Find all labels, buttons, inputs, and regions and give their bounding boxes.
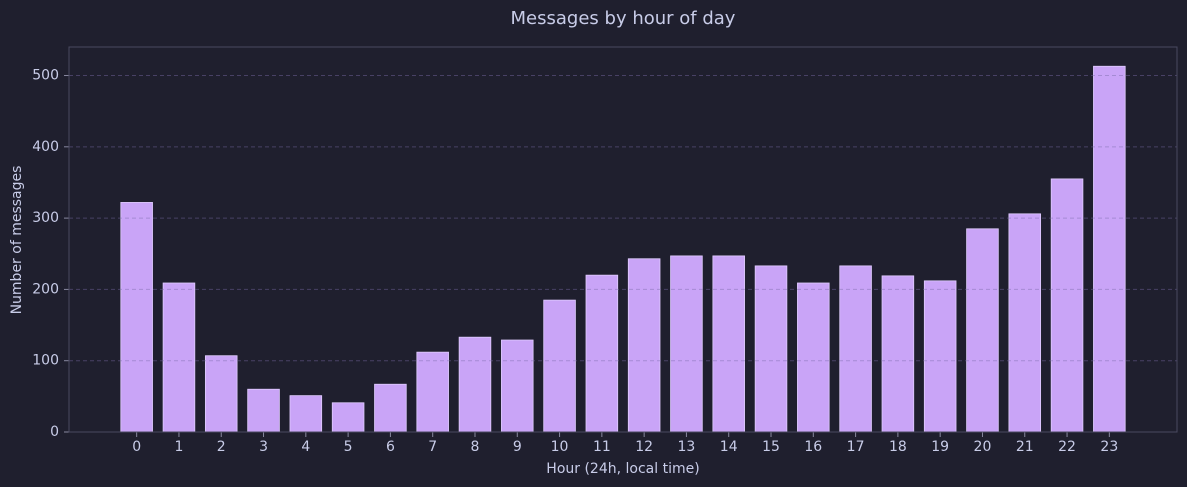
plot-frame	[68, 46, 1178, 433]
x-tick-label: 2	[217, 439, 226, 455]
y-tick-label: 300	[32, 210, 59, 226]
bar	[670, 255, 703, 433]
y-tick-label: 400	[32, 139, 59, 155]
y-tick-label: 500	[32, 68, 59, 84]
bar	[289, 395, 323, 433]
x-tick-label: 22	[1058, 439, 1076, 455]
x-tick-label: 23	[1100, 439, 1118, 455]
x-tick-label: 3	[259, 439, 268, 455]
bar	[374, 383, 407, 433]
bar	[1093, 65, 1126, 433]
bar	[501, 339, 534, 433]
x-tick-label: 0	[132, 439, 141, 455]
bar	[627, 258, 661, 433]
bar	[881, 275, 915, 433]
x-tick-label: 15	[762, 439, 780, 455]
x-tick-label: 19	[931, 439, 949, 455]
bar	[543, 299, 576, 433]
y-tick-label: 100	[32, 353, 59, 369]
bar	[585, 274, 619, 433]
x-tick-label: 8	[471, 439, 480, 455]
x-tick-label: 16	[804, 439, 822, 455]
x-tick-label: 7	[428, 439, 437, 455]
bar	[204, 355, 238, 433]
bar	[839, 265, 872, 433]
bar	[247, 388, 280, 433]
bar	[120, 202, 153, 433]
bar	[1008, 213, 1042, 433]
x-tick-label: 13	[678, 439, 696, 455]
chart-title: Messages by hour of day	[511, 8, 736, 29]
y-tick-label: 200	[32, 281, 59, 297]
bar	[458, 336, 492, 433]
x-tick-label: 18	[889, 439, 907, 455]
x-tick-label: 11	[593, 439, 611, 455]
x-tick-label: 12	[635, 439, 653, 455]
y-axis-label: Number of messages	[9, 166, 25, 315]
x-tick-label: 1	[174, 439, 183, 455]
bar	[923, 280, 957, 433]
x-tick-label: 17	[847, 439, 865, 455]
x-tick-label: 5	[344, 439, 353, 455]
y-tick-label: 0	[50, 424, 59, 440]
x-tick-label: 6	[386, 439, 395, 455]
bar	[797, 282, 830, 433]
x-axis-label: Hour (24h, local time)	[546, 461, 699, 477]
x-tick-label: 14	[720, 439, 738, 455]
x-tick-label: 20	[974, 439, 992, 455]
x-tick-label: 10	[551, 439, 569, 455]
bar	[1050, 178, 1084, 433]
bar	[331, 402, 365, 433]
bar	[416, 351, 449, 433]
bar	[754, 265, 788, 433]
bar	[712, 255, 745, 433]
x-tick-label: 21	[1016, 439, 1034, 455]
bar	[162, 282, 196, 433]
x-tick-label: 9	[513, 439, 522, 455]
x-tick-label: 4	[301, 439, 310, 455]
bar	[966, 228, 999, 433]
